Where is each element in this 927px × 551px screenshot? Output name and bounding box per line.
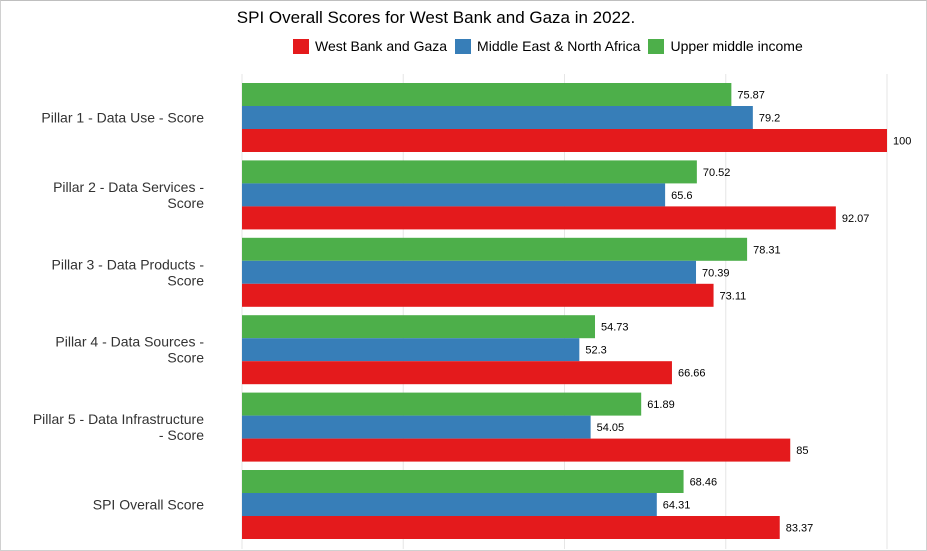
data-label: 64.31 <box>663 500 691 512</box>
data-label: 79.2 <box>759 113 780 125</box>
legend-item: West Bank and Gaza <box>293 38 447 54</box>
bar <box>242 260 697 284</box>
bar <box>242 106 753 129</box>
category-label: - Score <box>159 427 204 443</box>
bar <box>242 338 580 362</box>
bar <box>242 83 732 106</box>
bar <box>242 392 642 416</box>
bar <box>242 415 591 439</box>
legend-label: Upper middle income <box>670 38 803 54</box>
category-label: Score <box>167 272 204 288</box>
data-label: 66.66 <box>678 368 706 380</box>
data-label: 68.46 <box>690 477 718 489</box>
data-label: 70.39 <box>702 267 730 279</box>
legend-label: West Bank and Gaza <box>315 38 448 54</box>
bar <box>242 183 666 207</box>
data-label: 70.52 <box>703 167 731 179</box>
bar <box>242 237 748 261</box>
bar <box>242 470 684 493</box>
data-label: 78.31 <box>753 244 781 256</box>
bar <box>242 361 672 385</box>
legend-swatch <box>455 38 472 54</box>
category-label: Pillar 1 - Data Use - Score <box>41 110 204 126</box>
category-label: Pillar 4 - Data Sources - <box>55 334 204 350</box>
data-label: 52.3 <box>585 345 606 357</box>
legend-label: Middle East & North Africa <box>477 38 641 54</box>
legend-item: Middle East & North Africa <box>455 38 640 54</box>
data-label: 75.87 <box>737 90 765 102</box>
bar <box>242 438 791 462</box>
data-label: 65.6 <box>671 190 692 202</box>
data-label: 85 <box>796 445 808 457</box>
legend-item: Upper middle income <box>648 38 803 54</box>
bar <box>242 283 714 307</box>
data-label: 73.11 <box>720 290 747 302</box>
category-label: Score <box>167 350 204 366</box>
category-label: Pillar 2 - Data Services - <box>53 179 204 195</box>
data-label: 92.07 <box>842 213 870 225</box>
category-label: SPI Overall Score <box>93 497 204 513</box>
bar <box>242 315 596 339</box>
bar <box>242 493 657 516</box>
chart-legend: West Bank and Gaza Middle East & North Af… <box>293 36 811 56</box>
bar <box>242 516 780 539</box>
bar <box>242 206 836 230</box>
legend-swatch <box>293 38 309 54</box>
bar <box>242 160 697 184</box>
data-label: 61.89 <box>647 399 675 411</box>
category-label: Score <box>167 195 204 211</box>
legend-swatch <box>648 38 665 54</box>
bar <box>242 129 887 152</box>
data-label: 100 <box>893 136 911 148</box>
data-label: 54.05 <box>597 422 625 434</box>
chart-title: SPI Overall Scores for West Bank and Gaz… <box>236 8 636 27</box>
data-label: 83.37 <box>786 523 814 535</box>
category-label: Pillar 3 - Data Products - <box>52 256 205 272</box>
data-label: 54.73 <box>601 322 629 334</box>
category-label: Pillar 5 - Data Infrastructure <box>33 411 204 427</box>
